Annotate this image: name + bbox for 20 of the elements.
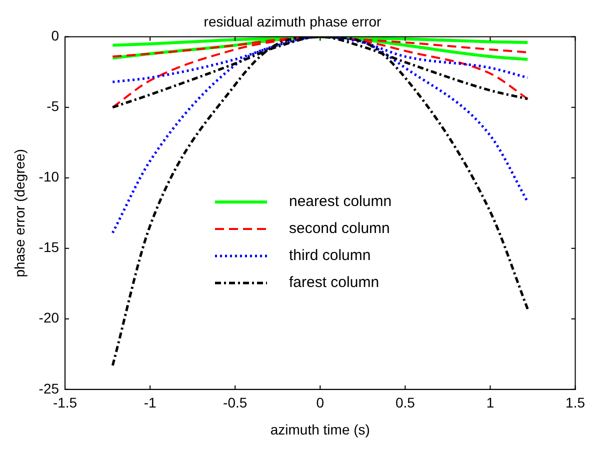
x-tick-label: 1.5 — [566, 394, 586, 411]
y-tick-label: -20 — [38, 310, 60, 326]
chart-title: residual azimuth phase error — [204, 13, 382, 30]
x-tick-label: 1 — [486, 394, 494, 411]
x-tick-label: -1 — [144, 394, 157, 411]
legend-label: third column — [289, 247, 371, 264]
y-axis-title: phase error (degree) — [11, 148, 28, 278]
y-tick-label: 0 — [51, 28, 60, 44]
legend-label: nearest column — [289, 193, 392, 210]
legend-label: farest column — [289, 274, 380, 291]
x-tick-label: 0.5 — [395, 394, 416, 411]
x-tick-label: -0.5 — [223, 394, 248, 411]
y-tick-label: -25 — [38, 380, 60, 396]
y-tick-label: -10 — [38, 168, 60, 185]
y-tick-label: -15 — [38, 239, 60, 256]
x-tick-label: 0 — [316, 394, 324, 411]
x-tick-label: -1.5 — [52, 394, 78, 411]
legend-label: second column — [289, 220, 390, 237]
y-tick-label: -5 — [46, 98, 60, 114]
x-axis-title: azimuth time (s) — [270, 421, 370, 438]
